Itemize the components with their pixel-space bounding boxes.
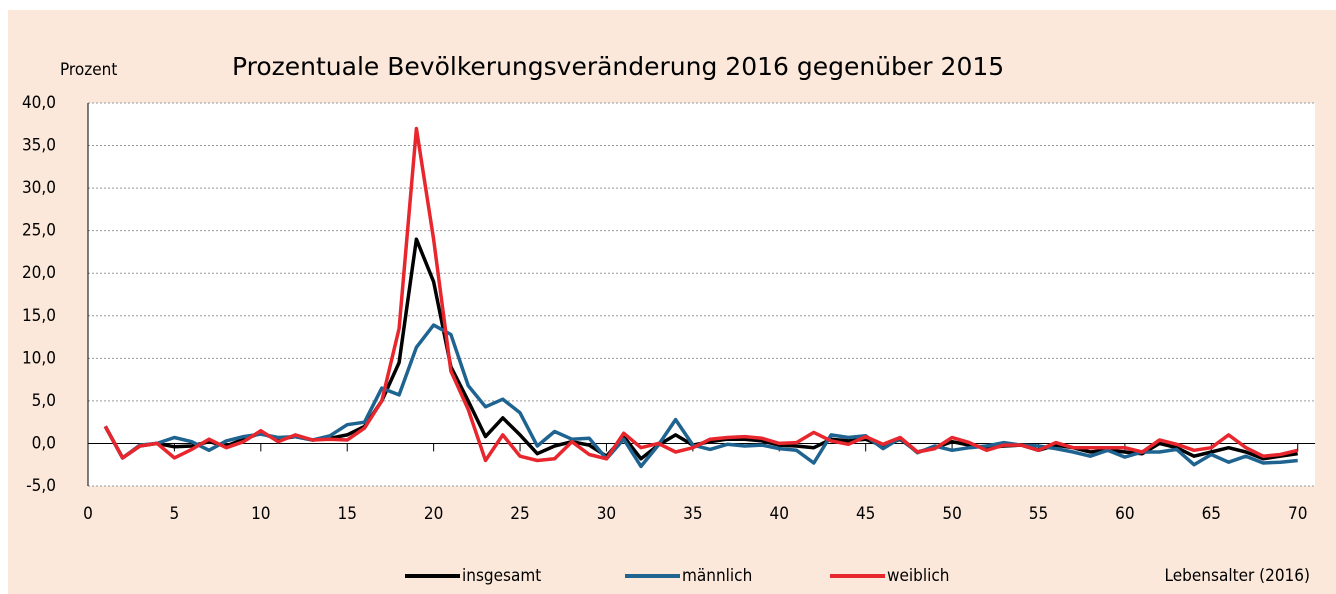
x-tick-label: 25 <box>510 504 529 524</box>
x-tick-label: 50 <box>942 504 961 524</box>
x-tick-label: 20 <box>424 504 443 524</box>
plot-area <box>88 103 1315 486</box>
x-tick-label: 10 <box>251 504 270 524</box>
x-tick-label: 55 <box>1029 504 1048 524</box>
chart-title: Prozentuale Bevölkerungsveränderung 2016… <box>232 52 1004 81</box>
y-tick-label: 30,0 <box>22 178 56 198</box>
y-tick-label: 0,0 <box>32 433 56 453</box>
y-tick-label: 15,0 <box>22 306 56 326</box>
x-tick-label: 65 <box>1202 504 1221 524</box>
x-tick-label: 70 <box>1288 504 1307 524</box>
x-tick-label: 30 <box>597 504 616 524</box>
y-tick-label: 5,0 <box>32 391 56 411</box>
y-tick-label: 20,0 <box>22 263 56 283</box>
x-axis-label: Lebensalter (2016) <box>1165 566 1310 586</box>
y-tick-label: 35,0 <box>22 136 56 156</box>
y-tick-label: 10,0 <box>22 348 56 368</box>
line-series <box>103 126 1299 463</box>
x-tick-label: 15 <box>337 504 356 524</box>
x-tick-label: 60 <box>1115 504 1134 524</box>
x-tick-label: 35 <box>683 504 702 524</box>
y-tick-label: -5,0 <box>26 476 56 496</box>
x-tick-label: 40 <box>770 504 789 524</box>
legend-label: insgesamt <box>462 566 541 586</box>
legend-label: männlich <box>682 566 752 586</box>
y-tick-label: 25,0 <box>22 221 56 241</box>
x-tick-label: 0 <box>83 504 93 524</box>
x-tick-label: 45 <box>856 504 875 524</box>
y-axis-label: Prozent <box>60 60 117 80</box>
y-tick-label: 40,0 <box>22 93 56 113</box>
legend-label: weiblich <box>887 566 950 586</box>
x-tick-label: 5 <box>170 504 180 524</box>
